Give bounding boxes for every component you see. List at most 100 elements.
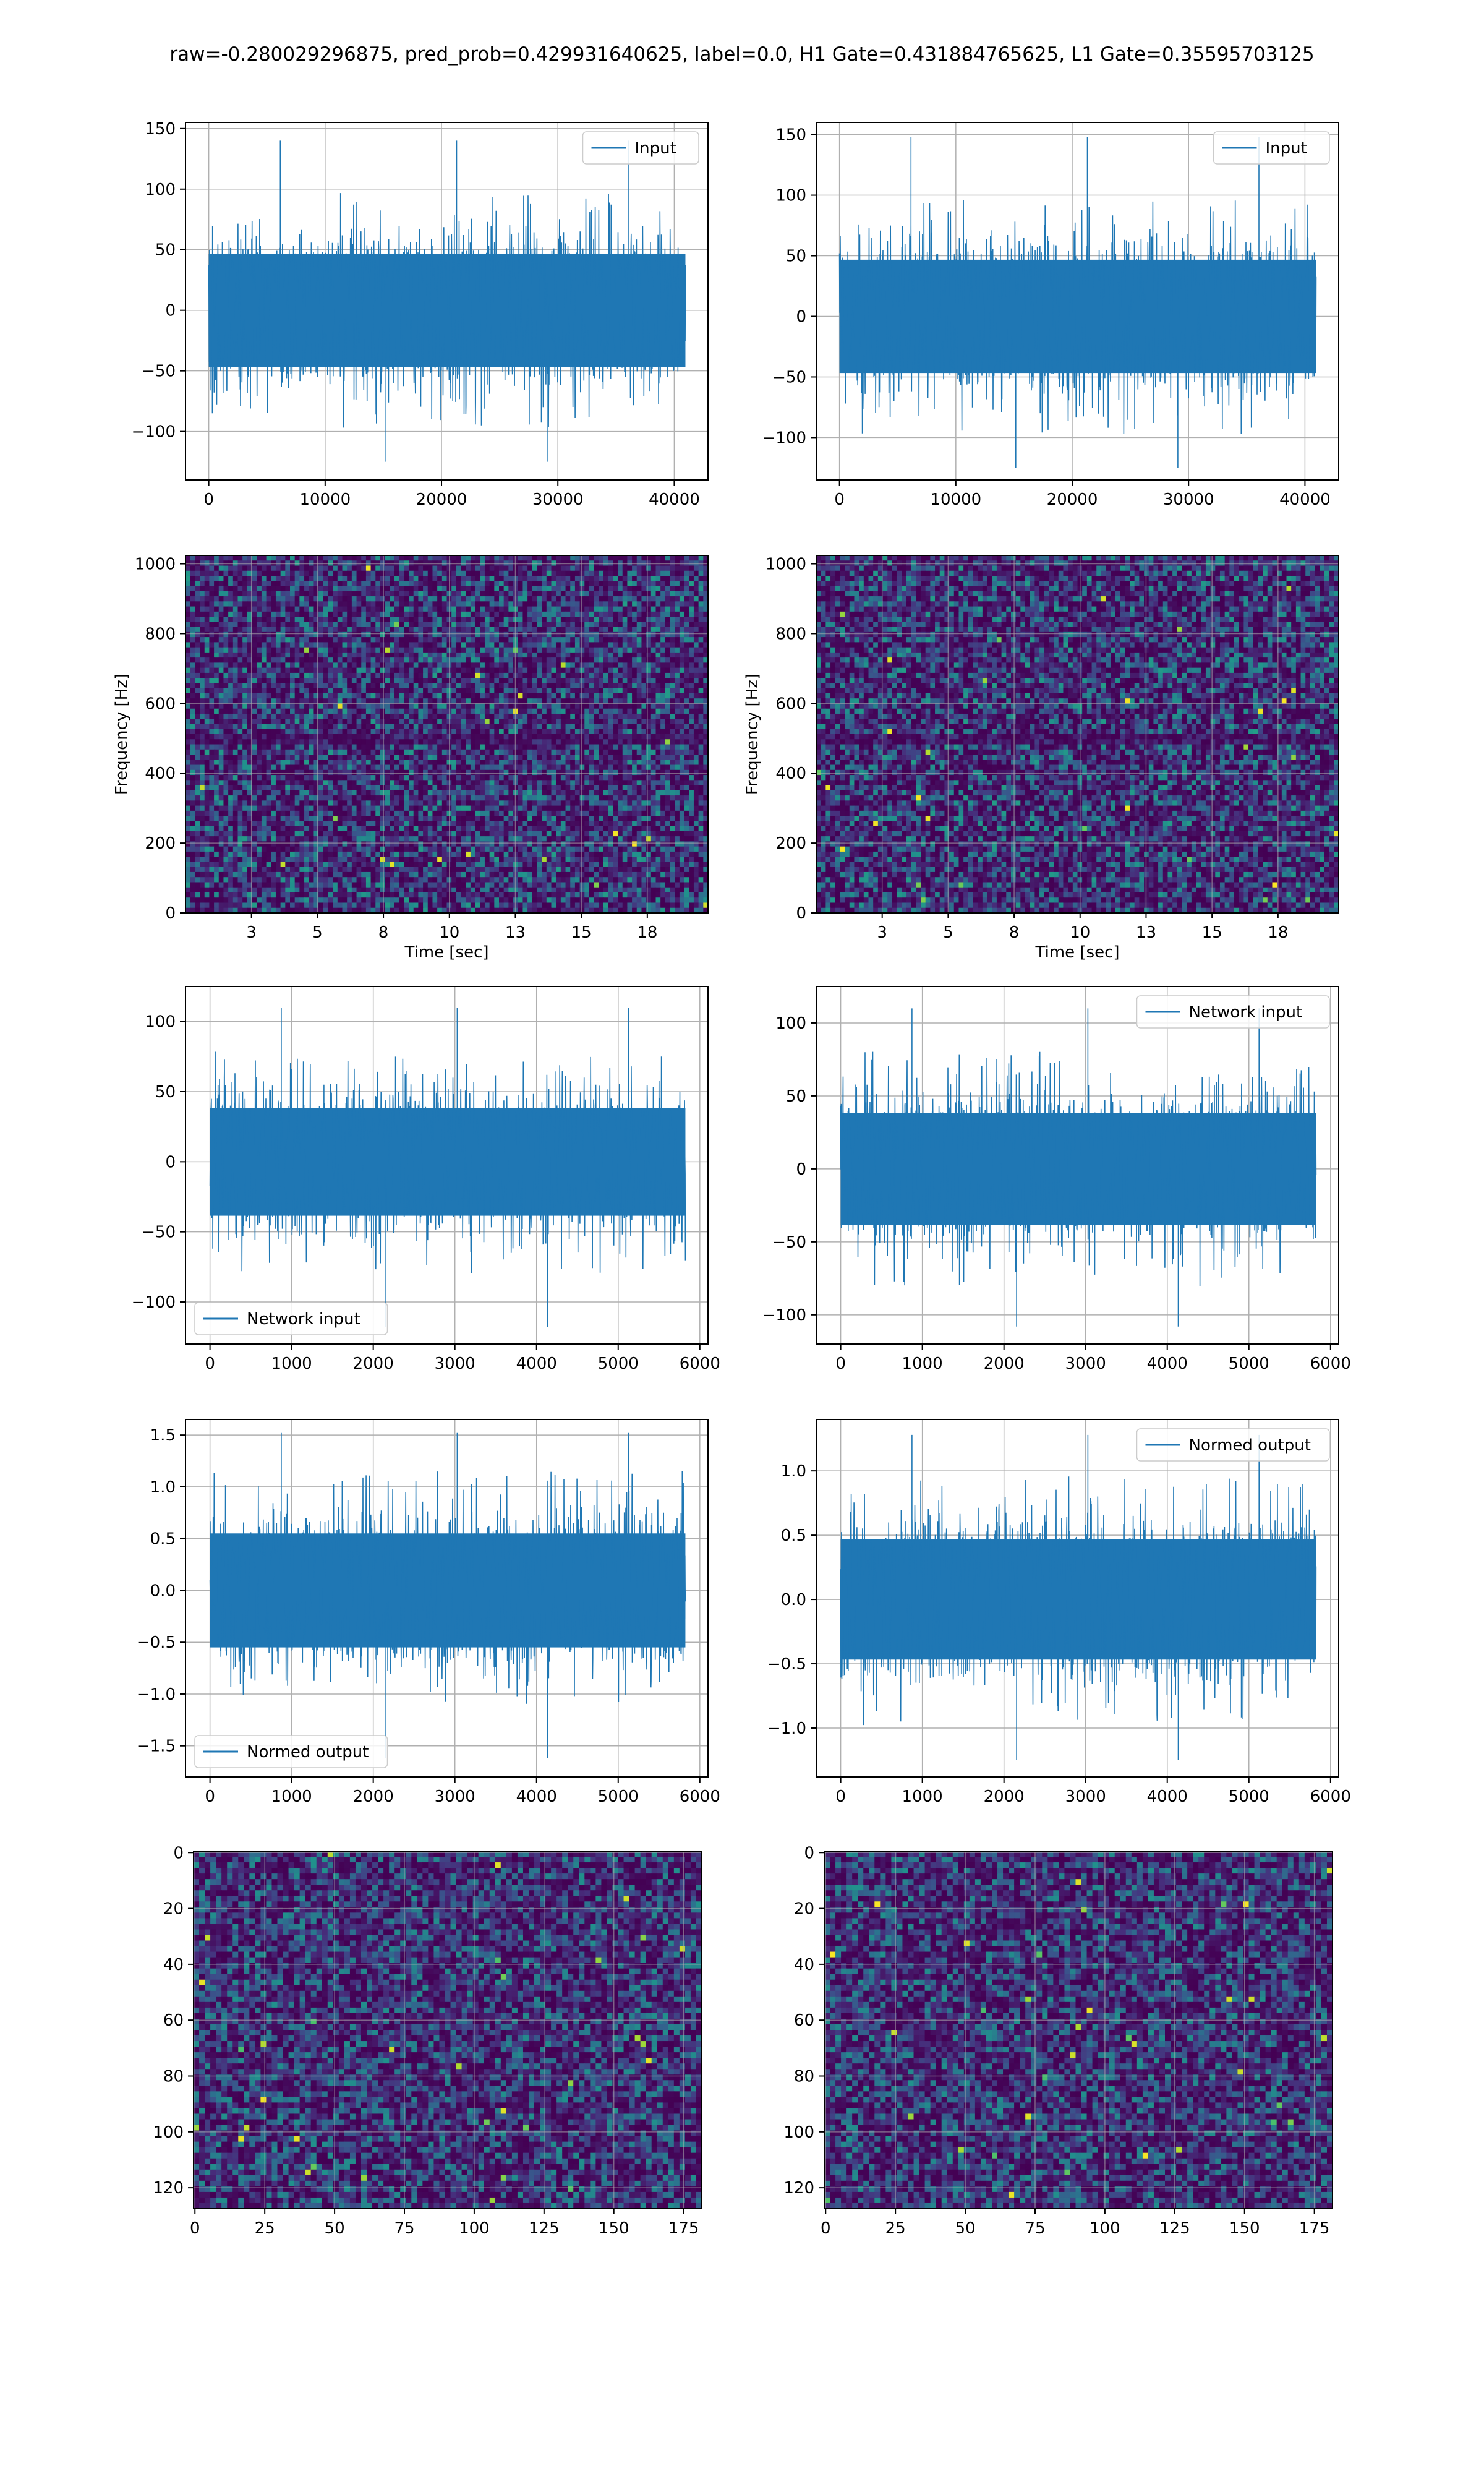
spectrogram-cell [390, 652, 395, 658]
spectrogram-cell [427, 560, 433, 567]
spectrogram-cell [280, 631, 286, 638]
spectrogram-cell [271, 617, 276, 622]
axes-frame [185, 122, 709, 481]
spectrogram-cell [313, 678, 319, 684]
spectrogram-cell [356, 708, 362, 714]
spectrogram-cell [698, 755, 704, 760]
spectrogram-cell [594, 642, 599, 648]
spectrogram-cell [451, 734, 457, 740]
spectrogram-cell [636, 769, 642, 776]
spectrogram-cell [518, 647, 524, 653]
spectrogram-cell [328, 760, 333, 766]
spectrogram-cell [574, 622, 581, 628]
spectrogram-cell [461, 708, 466, 714]
spectrogram-cell [675, 769, 680, 776]
spectrogram-cell [432, 698, 438, 704]
spectrogram-cell [290, 565, 296, 571]
spectrogram-cell [660, 581, 666, 587]
spectrogram-cell [385, 596, 390, 602]
spectrogram-cell [613, 755, 618, 760]
spectrogram-cell [294, 698, 300, 704]
spectrogram-cell [375, 565, 381, 571]
spectrogram-cell [551, 570, 556, 576]
spectrogram-cell [427, 637, 433, 643]
spectrogram-cell [223, 555, 229, 561]
spectrogram-cell [703, 760, 709, 766]
spectrogram-cell [190, 719, 195, 725]
spectrogram-cell [413, 581, 419, 587]
spectrogram-cell [290, 719, 296, 725]
spectrogram-cell [579, 601, 585, 607]
spectrogram-cell [290, 764, 296, 771]
spectrogram-cell [618, 637, 623, 643]
spectrogram-cell [618, 560, 623, 567]
spectrogram-cell [646, 657, 652, 663]
spectrogram-cell [318, 617, 324, 622]
spectrogram-cell [375, 734, 381, 740]
spectrogram-cell [641, 775, 647, 781]
spectrogram-cell [280, 647, 286, 653]
spectrogram-cell [390, 724, 395, 730]
spectrogram-cell [475, 713, 480, 719]
spectrogram-cell [385, 662, 390, 669]
spectrogram-cell [370, 688, 376, 694]
spectrogram-cell [679, 560, 685, 567]
spectrogram-cell [599, 739, 604, 745]
spectrogram-cell [574, 631, 581, 638]
spectrogram-cell [608, 713, 613, 719]
spectrogram-cell [603, 678, 609, 684]
spectrogram-cell [518, 769, 524, 776]
spectrogram-cell [484, 570, 490, 576]
spectrogram-cell [409, 713, 414, 719]
spectrogram-cell [594, 565, 599, 571]
spectrogram-cell [242, 724, 248, 730]
spectrogram-cell [232, 591, 239, 597]
spectrogram-cell [413, 729, 419, 735]
spectrogram-cell [242, 693, 248, 699]
spectrogram-cell [527, 775, 533, 781]
spectrogram-cell [370, 764, 376, 771]
spectrogram-cell [275, 764, 281, 771]
spectrogram-cell [522, 760, 528, 766]
spectrogram-cell [404, 581, 409, 587]
spectrogram-cell [503, 576, 509, 581]
spectrogram-cell [560, 611, 566, 617]
spectrogram-cell [385, 755, 390, 760]
spectrogram-cell [223, 713, 229, 719]
spectrogram-cell [200, 708, 205, 714]
spectrogram-cell [693, 576, 699, 581]
spectrogram-cell [665, 596, 671, 602]
spectrogram-cell [655, 755, 661, 760]
spectrogram-cell [532, 708, 538, 714]
spectrogram-cell [394, 780, 400, 786]
spectrogram-cell [627, 769, 633, 776]
spectrogram-cell [532, 769, 538, 776]
spectrogram-cell [655, 688, 661, 694]
spectrogram-cell [247, 667, 253, 674]
spectrogram-cell [418, 729, 424, 735]
spectrogram-cell [589, 667, 595, 674]
spectrogram-cell [632, 555, 638, 561]
spectrogram-cell [551, 698, 556, 704]
spectrogram-cell [461, 760, 466, 766]
spectrogram-cell [200, 672, 205, 678]
spectrogram-cell [693, 719, 699, 725]
spectrogram-cell [508, 688, 514, 694]
spectrogram-cell [186, 769, 191, 776]
spectrogram-cell [375, 739, 381, 745]
spectrogram-cell [418, 622, 424, 628]
spectrogram-cell [675, 703, 680, 709]
spectrogram-cell [703, 683, 709, 689]
spectrogram-cell [437, 555, 443, 561]
spectrogram-cell [584, 713, 590, 719]
spectrogram-cell [675, 667, 680, 674]
spectrogram-cell [370, 622, 376, 628]
spectrogram-cell [618, 591, 623, 597]
spectrogram-cell [522, 622, 528, 628]
spectrogram-cell [342, 764, 348, 771]
spectrogram-cell [693, 555, 699, 561]
spectrogram-cell [499, 713, 505, 719]
spectrogram-cell [584, 744, 590, 750]
spectrogram-cell [261, 657, 267, 663]
spectrogram-cell [484, 769, 490, 776]
